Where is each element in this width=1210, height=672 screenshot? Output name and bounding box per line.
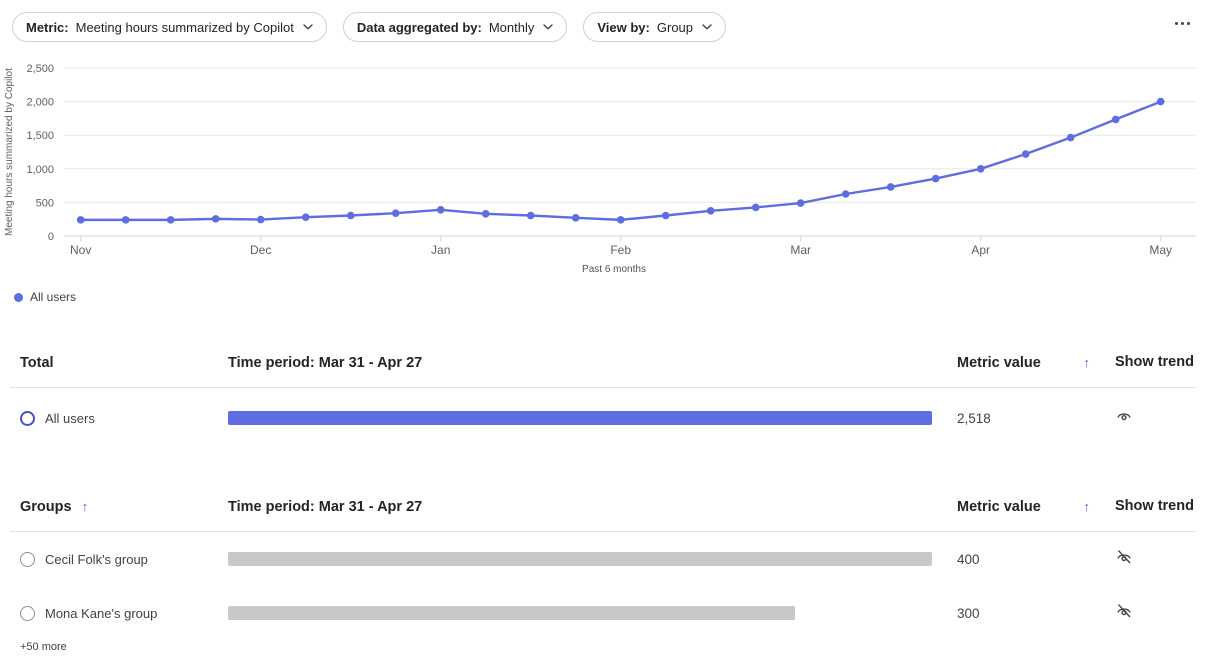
legend-label: All users bbox=[30, 290, 77, 304]
show-trend-column-header: Show trend bbox=[1115, 354, 1194, 371]
table-row[interactable]: All users 2,518 bbox=[10, 388, 1196, 448]
metric-value-column-header[interactable]: Metric value bbox=[957, 354, 1041, 371]
metric-value: 2,518 bbox=[957, 410, 991, 426]
aggregation-filter-label: Data aggregated by: bbox=[356, 19, 482, 35]
view-by-filter-dropdown[interactable]: View by: Group bbox=[583, 12, 727, 42]
x-axis-month-label: Feb bbox=[610, 243, 631, 257]
row-label: Mona Kane's group bbox=[45, 605, 158, 621]
data-point bbox=[616, 216, 625, 224]
data-point bbox=[706, 207, 715, 215]
chevron-down-icon bbox=[303, 24, 313, 30]
data-point bbox=[166, 216, 175, 224]
y-axis-tick-label: 500 bbox=[36, 197, 54, 209]
y-axis-tick-label: 1,000 bbox=[26, 164, 54, 176]
row-label: All users bbox=[45, 410, 95, 426]
radio-button[interactable] bbox=[20, 605, 35, 621]
show-trend-toggle[interactable] bbox=[1115, 407, 1135, 427]
data-point bbox=[931, 174, 940, 183]
y-axis-tick-label: 2,500 bbox=[26, 63, 54, 75]
time-period-column-header: Time period: Mar 31 - Apr 27 bbox=[228, 498, 423, 515]
aggregation-filter-value: Monthly bbox=[488, 19, 535, 35]
radio-button[interactable] bbox=[20, 551, 35, 567]
legend-dot-icon bbox=[14, 292, 23, 302]
data-point bbox=[256, 215, 265, 224]
data-point bbox=[526, 211, 535, 220]
view-by-filter-value: Group bbox=[656, 19, 694, 35]
eye-icon bbox=[1117, 412, 1131, 420]
total-column-header[interactable]: Total bbox=[20, 354, 54, 371]
data-point bbox=[1021, 150, 1030, 158]
total-table: Total Time period: Mar 31 - Apr 27 Metri… bbox=[10, 338, 1196, 448]
chevron-down-icon bbox=[543, 24, 554, 30]
time-period-column-header: Time period: Mar 31 - Apr 27 bbox=[228, 354, 423, 371]
x-axis-month-label: Apr bbox=[971, 243, 990, 257]
row-label: Cecil Folk's group bbox=[45, 551, 148, 567]
sort-ascending-icon[interactable]: ↑ bbox=[81, 499, 89, 514]
metric-bar bbox=[228, 411, 932, 425]
aggregation-filter-dropdown[interactable]: Data aggregated by: Monthly bbox=[342, 12, 568, 42]
show-trend-toggle[interactable] bbox=[1115, 548, 1135, 568]
metric-value: 300 bbox=[957, 605, 980, 621]
total-table-header: Total Time period: Mar 31 - Apr 27 Metri… bbox=[10, 338, 1196, 388]
chevron-down-icon bbox=[702, 24, 712, 30]
groups-table-header: Groups ↑ Time period: Mar 31 - Apr 27 Me… bbox=[10, 482, 1196, 532]
filter-toolbar: Metric: Meeting hours summarized by Copi… bbox=[12, 12, 727, 42]
show-more-groups-link[interactable]: +50 more bbox=[20, 641, 67, 653]
metric-filter-dropdown[interactable]: Metric: Meeting hours summarized by Copi… bbox=[12, 12, 327, 42]
show-trend-toggle[interactable] bbox=[1115, 602, 1135, 622]
data-point bbox=[1066, 133, 1075, 142]
metric-value-column-header[interactable]: Metric value bbox=[957, 498, 1041, 515]
trend-line-chart: Meeting hours summarized by Copilot 0 500… bbox=[0, 48, 1210, 288]
y-axis-tick-label: 1,500 bbox=[26, 130, 54, 142]
data-point bbox=[661, 211, 670, 220]
data-point bbox=[76, 216, 85, 224]
data-point bbox=[886, 183, 895, 191]
show-trend-column-header: Show trend bbox=[1115, 498, 1194, 515]
metric-bar bbox=[228, 552, 932, 566]
data-point bbox=[796, 199, 805, 207]
data-point bbox=[1156, 97, 1165, 106]
data-point bbox=[346, 211, 355, 220]
data-point bbox=[571, 214, 580, 222]
table-row[interactable]: Mona Kane's group 300 bbox=[10, 586, 1196, 640]
line-chart-svg: 0 500 1,000 1,500 2,000 2,500 Nov Dec Jan Feb Mar A… bbox=[26, 63, 1196, 257]
metric-filter-value: Meeting hours summarized by Copilot bbox=[75, 19, 294, 35]
x-axis-month-label: Jan bbox=[431, 243, 450, 257]
metric-value: 400 bbox=[957, 551, 980, 567]
data-point bbox=[976, 165, 985, 173]
x-axis-month-label: Mar bbox=[790, 243, 811, 257]
data-point bbox=[751, 203, 760, 212]
data-point bbox=[841, 190, 850, 198]
x-axis-month-label: Nov bbox=[70, 243, 91, 257]
y-axis-tick-label: 0 bbox=[48, 231, 54, 243]
eye-off-icon bbox=[1117, 549, 1131, 563]
groups-column-header[interactable]: Groups bbox=[20, 498, 72, 515]
data-point bbox=[481, 210, 490, 218]
data-point bbox=[436, 205, 445, 214]
legend-item-all-users[interactable]: All users bbox=[14, 290, 76, 304]
y-axis-tick-label: 2,000 bbox=[26, 97, 54, 109]
more-options-icon[interactable] bbox=[1171, 18, 1194, 29]
groups-table: Groups ↑ Time period: Mar 31 - Apr 27 Me… bbox=[10, 482, 1196, 640]
view-by-filter-label: View by: bbox=[597, 19, 650, 35]
x-axis-month-label: Dec bbox=[250, 243, 271, 257]
x-axis-month-label: May bbox=[1149, 243, 1172, 257]
data-point bbox=[211, 215, 220, 223]
data-point bbox=[391, 209, 400, 217]
metric-filter-label: Metric: bbox=[26, 19, 69, 35]
eye-off-icon bbox=[1117, 603, 1131, 617]
data-point bbox=[301, 213, 310, 221]
x-axis-title: Past 6 months bbox=[582, 264, 646, 275]
radio-button[interactable] bbox=[20, 410, 35, 426]
data-point bbox=[121, 216, 130, 224]
sort-ascending-icon[interactable]: ↑ bbox=[1083, 499, 1091, 514]
table-row[interactable]: Cecil Folk's group 400 bbox=[10, 532, 1196, 586]
metric-bar bbox=[228, 606, 795, 620]
sort-ascending-icon[interactable]: ↑ bbox=[1083, 355, 1091, 370]
data-point bbox=[1111, 115, 1120, 124]
